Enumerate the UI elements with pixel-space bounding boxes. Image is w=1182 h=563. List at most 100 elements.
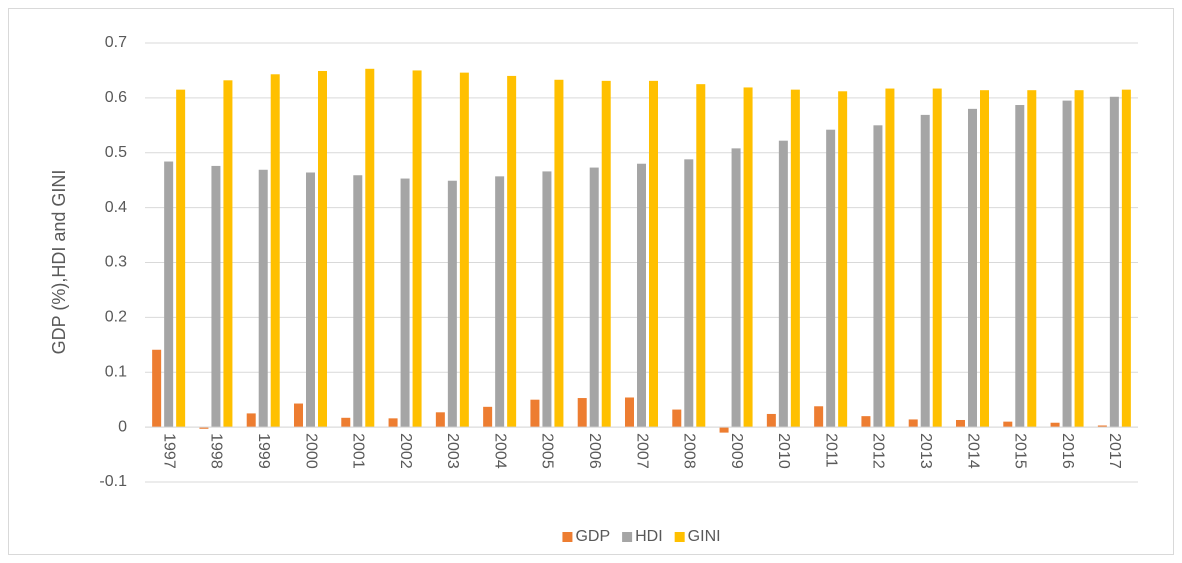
y-tick-label: 0.4	[105, 199, 127, 216]
bar	[731, 148, 741, 428]
legend-swatch	[674, 532, 685, 542]
bar	[294, 403, 303, 428]
x-tick-label: 2004	[491, 433, 508, 469]
bar	[861, 416, 871, 428]
bar	[318, 70, 327, 428]
bar	[341, 417, 351, 428]
x-tick-label: 2011	[822, 433, 839, 468]
bar	[1015, 105, 1025, 428]
bar	[790, 89, 800, 428]
x-tick-label: 2015	[1012, 433, 1029, 469]
x-tick-label: 2000	[302, 433, 319, 469]
y-axis-label: GDP (%),HDI and GINI	[49, 170, 69, 355]
bar	[199, 427, 209, 429]
bar	[601, 80, 611, 428]
bar	[696, 84, 706, 428]
x-tick-label: 2006	[586, 433, 603, 469]
x-tick-label: 2002	[397, 433, 414, 469]
bar	[625, 397, 634, 428]
bar	[649, 80, 658, 428]
bar	[684, 159, 694, 428]
bar	[211, 165, 221, 428]
bar	[223, 80, 233, 428]
x-tick-label: 2008	[681, 433, 698, 469]
bar	[164, 161, 174, 428]
x-tick-label: 1998	[208, 433, 225, 469]
legend-label: GDP	[575, 528, 610, 545]
bar	[447, 180, 457, 428]
bar	[577, 398, 587, 428]
bar	[435, 412, 445, 428]
bar	[400, 178, 410, 428]
legend-label: GINI	[688, 528, 721, 545]
bar	[672, 409, 682, 428]
bar	[743, 87, 753, 428]
bar	[412, 70, 422, 428]
bar	[495, 176, 505, 428]
x-tick-label: 2013	[917, 433, 934, 469]
y-tick-label: 0.7	[105, 34, 127, 51]
y-tick-label: -0.1	[99, 473, 127, 490]
bar	[778, 140, 788, 428]
bar	[968, 108, 977, 428]
bar	[530, 399, 540, 428]
bar	[258, 169, 268, 428]
y-tick-label: 0.6	[105, 89, 127, 106]
legend-swatch	[622, 532, 633, 542]
bar	[270, 74, 280, 428]
bar	[1109, 96, 1119, 428]
x-tick-label: 2001	[350, 433, 367, 469]
bar	[1027, 90, 1037, 428]
bar	[873, 125, 883, 428]
bar	[388, 418, 398, 428]
bar	[766, 413, 776, 428]
bar	[956, 419, 965, 428]
bar	[554, 79, 564, 428]
x-tick-label: 2010	[775, 433, 792, 469]
bar	[507, 75, 517, 428]
bar	[152, 349, 162, 428]
bar	[365, 68, 375, 428]
bar	[637, 163, 646, 428]
y-tick-label: 0.2	[105, 309, 127, 326]
x-tick-label: 2005	[539, 433, 556, 469]
x-tick-label: 2016	[1059, 433, 1076, 469]
y-tick-label: 0	[118, 418, 127, 435]
bar	[1097, 425, 1107, 428]
bar	[353, 175, 363, 428]
legend-swatch	[562, 532, 573, 542]
bar	[826, 129, 836, 428]
x-tick-label: 2003	[444, 433, 461, 469]
bar	[932, 88, 942, 428]
bar	[459, 72, 469, 428]
x-tick-label: 2009	[728, 433, 745, 469]
y-tick-label: 0.1	[105, 363, 127, 380]
bar	[1003, 421, 1013, 428]
x-tick-label: 2017	[1106, 433, 1123, 469]
bar	[1050, 422, 1060, 428]
bar	[885, 88, 895, 428]
bar	[589, 167, 599, 428]
bar	[980, 90, 989, 428]
x-tick-label: 1999	[255, 433, 272, 469]
x-tick-label: 2014	[964, 433, 981, 469]
bar	[483, 406, 493, 428]
bar	[838, 91, 848, 428]
y-tick-label: 0.3	[105, 254, 127, 271]
bar	[719, 427, 729, 433]
bar	[1074, 90, 1084, 428]
bar	[1121, 89, 1131, 428]
bar	[1062, 100, 1072, 428]
bar	[306, 172, 315, 428]
bar	[814, 406, 824, 428]
x-tick-label: 1997	[160, 433, 177, 469]
bar	[176, 89, 186, 428]
y-tick-label: 0.5	[105, 144, 127, 161]
x-tick-label: 2012	[870, 433, 887, 469]
legend-label: HDI	[635, 528, 663, 545]
bar	[908, 419, 918, 428]
bar	[920, 114, 930, 428]
bar	[246, 413, 256, 428]
x-tick-label: 2007	[633, 433, 650, 469]
